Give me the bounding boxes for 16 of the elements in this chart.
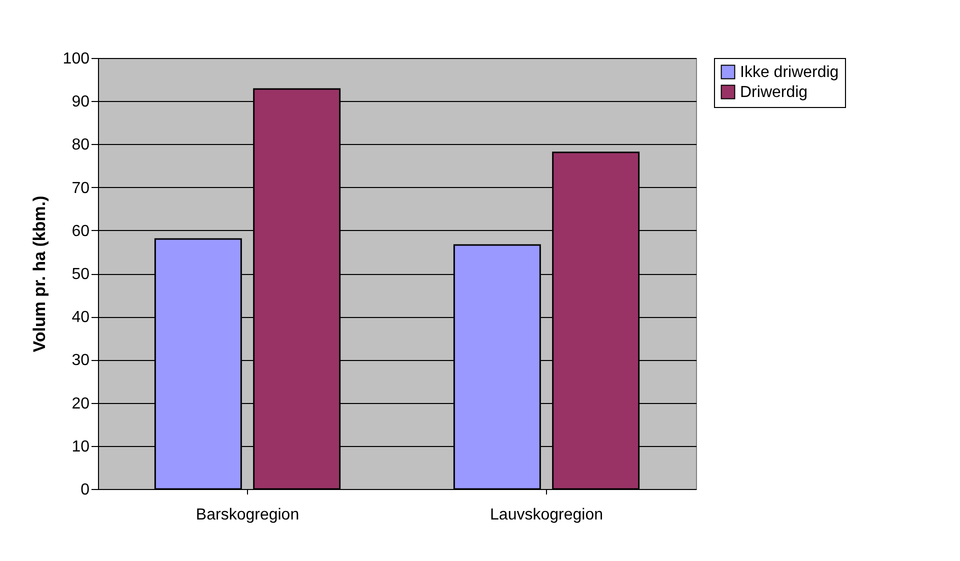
- legend-label: Ikke driwerdig: [740, 64, 839, 81]
- y-tick-label: 90: [72, 94, 90, 111]
- legend-label: Driwerdig: [740, 84, 808, 101]
- x-tick-label: Lauvskogregion: [490, 506, 603, 524]
- y-axis-title: Volum pr. ha (kbm.): [30, 196, 49, 352]
- y-tick-label: 20: [72, 395, 90, 412]
- x-tick-label: Barskogregion: [196, 506, 300, 524]
- y-tick-label: 70: [72, 180, 90, 197]
- y-tick-label: 40: [72, 309, 90, 326]
- y-tick-label: 50: [72, 266, 90, 283]
- y-tick-label: 80: [72, 136, 90, 154]
- y-tick-label: 100: [62, 50, 90, 68]
- y-tick-label: 0: [80, 482, 90, 498]
- y-tick-label: 10: [72, 438, 90, 456]
- y-tick-label: 60: [72, 222, 90, 240]
- y-tick-label: 30: [72, 352, 90, 370]
